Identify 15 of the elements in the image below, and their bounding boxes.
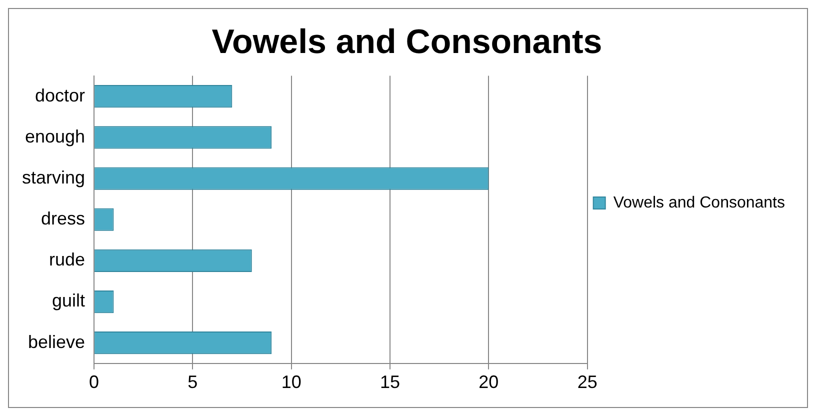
x-tick-label: 20: [478, 372, 499, 392]
chart-title: Vowels and Consonants: [212, 22, 602, 61]
y-tick-label: guilt: [52, 290, 86, 311]
legend-label: Vowels and Consonants: [613, 194, 785, 212]
y-tick-label: dress: [41, 208, 86, 229]
x-tick-label: 10: [281, 372, 302, 392]
y-tick-label: starving: [22, 167, 86, 188]
x-tick-label: 0: [89, 372, 100, 392]
y-tick-label: believe: [28, 332, 86, 352]
x-tick-label: 5: [188, 372, 198, 392]
y-tick-label: rude: [48, 250, 86, 270]
y-tick-label: enough: [24, 126, 86, 146]
x-tick-label: 15: [380, 372, 400, 392]
y-tick-label: doctor: [34, 85, 86, 106]
x-tick-label: 25: [577, 372, 598, 392]
